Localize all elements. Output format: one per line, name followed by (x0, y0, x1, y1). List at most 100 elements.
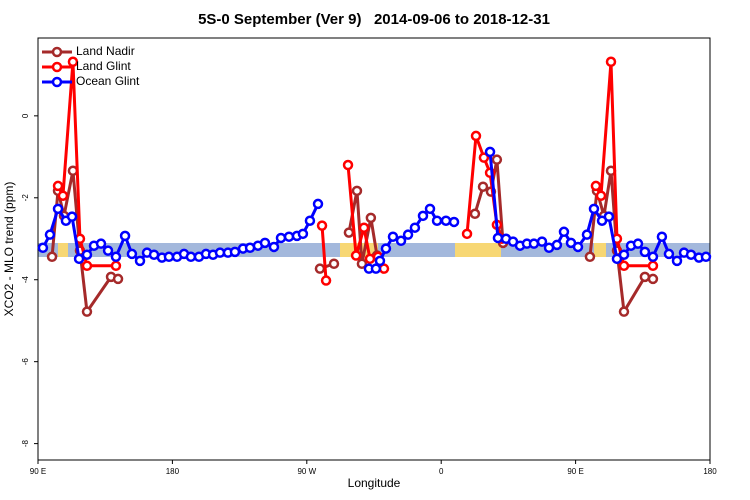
data-point (477, 181, 489, 192)
data-point (639, 271, 651, 283)
data-point (73, 253, 85, 265)
data-point (316, 220, 328, 231)
data-point (663, 248, 675, 260)
data-point (558, 226, 570, 238)
data-point (528, 238, 540, 249)
data-point (46, 251, 58, 263)
legend-label: Land Nadir (76, 44, 135, 58)
data-point (351, 185, 363, 197)
data-point (700, 251, 712, 263)
data-point (44, 229, 56, 240)
legend-marker (51, 46, 63, 58)
x-tick-label: 180 (166, 467, 180, 476)
data-point (440, 215, 452, 226)
data-point (387, 231, 399, 242)
data-point (112, 273, 124, 285)
data-point (67, 56, 79, 68)
data-point (417, 210, 429, 222)
land-band (455, 243, 501, 257)
x-tick-label: 90 E (30, 467, 46, 476)
data-point (469, 208, 481, 220)
data-point (350, 250, 362, 261)
data-point (448, 216, 460, 228)
data-point (491, 154, 503, 165)
data-point (409, 222, 421, 233)
data-point (57, 190, 69, 201)
data-point (536, 236, 548, 247)
data-point (374, 255, 386, 267)
chart-title: 5S-0 September (Ver 9) 2014-09-06 to 201… (198, 11, 550, 28)
data-point (81, 260, 93, 272)
data-point (342, 159, 354, 171)
y-tick-label: -8 (21, 440, 30, 448)
data-point (647, 251, 659, 263)
data-point (229, 246, 241, 258)
x-tick-label: 90 E (567, 467, 583, 476)
data-point (639, 246, 651, 258)
data-point (395, 235, 407, 247)
legend-marker (51, 76, 63, 88)
data-point (603, 211, 615, 222)
data-point (656, 231, 668, 242)
data-point (484, 146, 496, 158)
data-point (402, 229, 414, 240)
data-point (365, 212, 377, 224)
data-point (134, 255, 146, 267)
data-point (632, 238, 644, 249)
data-point (81, 249, 93, 260)
data-point (605, 56, 617, 68)
data-point (304, 215, 316, 226)
data-point (356, 258, 368, 269)
data-point (126, 248, 138, 260)
data-point (275, 232, 287, 244)
data-point (119, 230, 131, 242)
data-point (320, 275, 332, 286)
data-point (110, 251, 122, 263)
land-band (58, 243, 68, 257)
data-point (618, 260, 630, 272)
data-point (110, 260, 122, 272)
data-point (581, 229, 593, 240)
data-point (470, 130, 482, 142)
data-point (424, 203, 436, 215)
data-point (492, 232, 504, 244)
data-point (461, 228, 473, 240)
y-tick-label: -4 (21, 276, 30, 284)
data-point (595, 190, 607, 201)
data-point (52, 203, 64, 215)
data-point (328, 258, 340, 269)
data-point (297, 228, 309, 240)
data-point (478, 152, 490, 163)
data-point (163, 251, 175, 263)
y-tick-label: -6 (21, 358, 30, 366)
y-axis-label: XCO2 - MLO trend (ppm) (2, 182, 16, 317)
data-point (358, 222, 370, 233)
data-point (259, 237, 271, 249)
x-tick-label: 0 (439, 467, 444, 476)
data-point (364, 253, 376, 265)
data-point (431, 215, 443, 226)
y-tick-label: 0 (21, 113, 30, 118)
data-point (647, 260, 659, 272)
x-tick-label: 180 (703, 467, 717, 476)
data-point (551, 239, 563, 251)
legend-marker (51, 61, 63, 73)
data-point (572, 241, 584, 253)
data-point (584, 251, 596, 263)
series-line (56, 61, 653, 281)
data-point (380, 243, 392, 254)
data-point (370, 263, 382, 274)
data-point (671, 255, 683, 267)
data-point (312, 198, 324, 210)
data-point (102, 245, 114, 256)
data-point (37, 242, 49, 254)
data-point (268, 241, 280, 253)
data-point (618, 249, 630, 260)
data-point (81, 306, 93, 317)
data-point (343, 227, 355, 238)
land-band (594, 243, 606, 257)
data-point (314, 263, 326, 274)
data-point (95, 238, 107, 249)
data-point (590, 180, 602, 192)
